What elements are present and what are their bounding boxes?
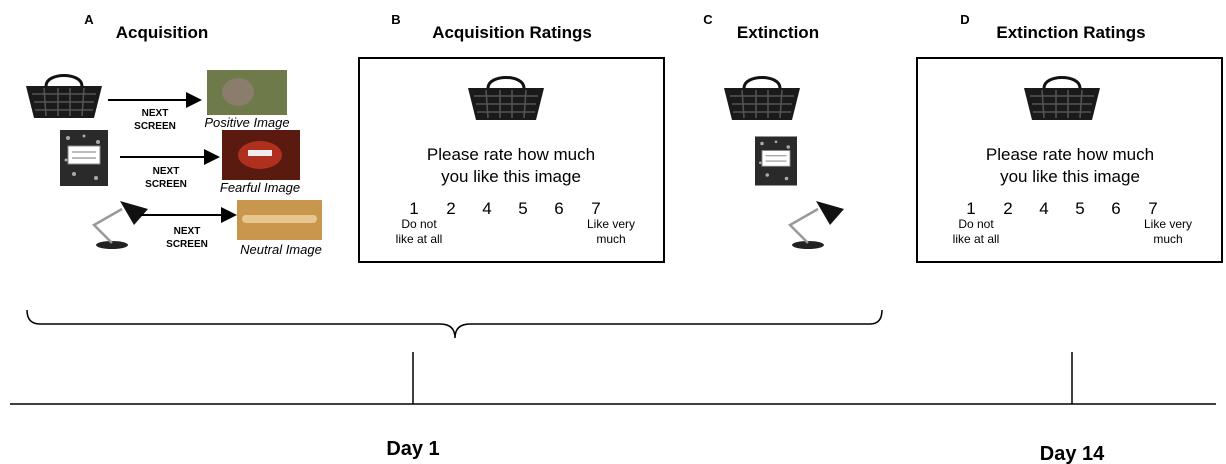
- scale-point: 5: [518, 199, 527, 218]
- scale-anchor-low: Do not: [958, 217, 994, 231]
- scale-point: 1: [409, 199, 418, 218]
- arrow-label: SCREEN: [134, 121, 176, 132]
- image-caption: Neutral Image: [240, 242, 322, 257]
- scale-point: 4: [482, 199, 491, 218]
- image-detail: [222, 78, 254, 106]
- panel-title: Extinction: [737, 23, 819, 42]
- panel-title: Acquisition Ratings: [432, 23, 592, 42]
- scale-anchor-low: like at all: [953, 232, 1000, 246]
- arrow-label: NEXT: [142, 108, 169, 119]
- panel-letter: A: [84, 12, 94, 27]
- rating-scale: Please rate how much you like this image 1…: [953, 145, 1192, 246]
- scale-point: 1: [966, 199, 975, 218]
- scale-point: 7: [591, 199, 600, 218]
- lamp-icon: [790, 201, 844, 249]
- arrow-label: SCREEN: [145, 179, 187, 190]
- panel-letter: D: [960, 12, 969, 27]
- scale-point: 4: [1039, 199, 1048, 218]
- panel-letter: C: [703, 12, 713, 27]
- scale-point: 6: [554, 199, 563, 218]
- figure: A Acquisition NEXT SCREEN Positive Image…: [0, 0, 1226, 464]
- scale-point: 2: [1003, 199, 1012, 218]
- arrow-label: SCREEN: [166, 239, 208, 250]
- scale-point: 2: [446, 199, 455, 218]
- scale-anchor-high: much: [596, 232, 625, 246]
- notebook-icon: [755, 137, 797, 186]
- basket-icon: [724, 78, 800, 121]
- image-caption: Positive Image: [204, 115, 289, 130]
- image-detail: [248, 150, 272, 156]
- basket-icon: [468, 78, 544, 121]
- scale-anchor-high: Like very: [587, 217, 635, 231]
- lamp-icon: [94, 201, 148, 249]
- arrow-label: NEXT: [174, 226, 201, 237]
- day-label: Day 1: [386, 438, 439, 460]
- rating-scale: Please rate how much you like this image 1…: [396, 145, 635, 246]
- panel-letter: B: [391, 12, 400, 27]
- rating-prompt: Please rate how much: [427, 145, 595, 164]
- arrow-label: NEXT: [153, 166, 180, 177]
- scale-anchor-high: much: [1153, 232, 1182, 246]
- scale-anchor-low: like at all: [396, 232, 443, 246]
- image-caption: Fearful Image: [220, 180, 300, 195]
- basket-icon: [1024, 78, 1100, 121]
- notebook-icon: [60, 130, 108, 186]
- panel-title: Extinction Ratings: [996, 23, 1145, 42]
- scale-point: 6: [1111, 199, 1120, 218]
- scale-anchor-high: Like very: [1144, 217, 1192, 231]
- rating-prompt: you like this image: [441, 167, 581, 186]
- day-brace: [27, 310, 882, 338]
- rating-prompt: Please rate how much: [986, 145, 1154, 164]
- scale-point: 5: [1075, 199, 1084, 218]
- scale-anchor-low: Do not: [401, 217, 437, 231]
- scale-point: 7: [1148, 199, 1157, 218]
- image-detail: [242, 215, 317, 223]
- day-label: Day 14: [1040, 443, 1105, 464]
- basket-icon: [26, 76, 102, 119]
- rating-prompt: you like this image: [1000, 167, 1140, 186]
- panel-title: Acquisition: [116, 23, 209, 42]
